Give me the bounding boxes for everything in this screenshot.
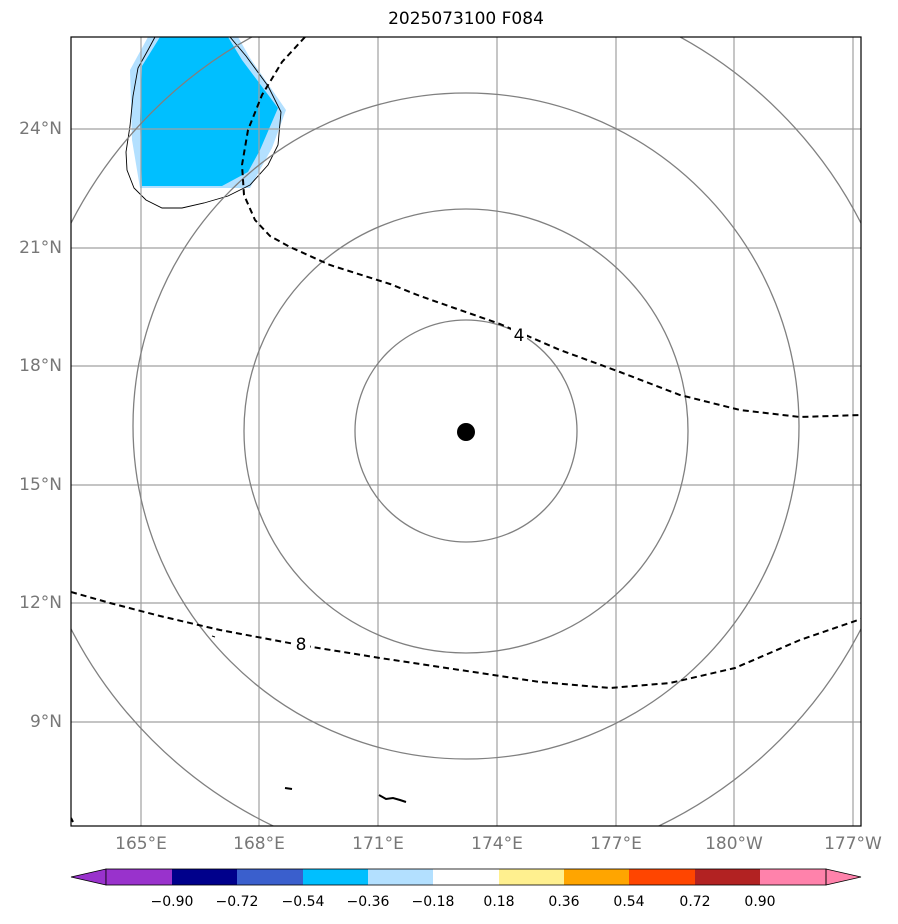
colorbar-segment <box>695 869 760 885</box>
colorbar-label: −0.36 <box>346 894 390 910</box>
range-ring <box>132 92 800 760</box>
range-ring <box>354 319 578 543</box>
shaded-region-dark <box>140 37 278 186</box>
map-title: 2025073100 F084 <box>388 9 544 29</box>
map-frame <box>70 36 862 827</box>
island-outline <box>211 635 216 638</box>
colorbar-segment <box>106 869 172 885</box>
colorbar-extend-min <box>70 868 107 886</box>
colorbar-label: 0.54 <box>613 894 645 910</box>
contour-line-8 <box>71 591 861 690</box>
lon-tick-label: 177°E <box>590 834 642 854</box>
lat-tick-label: 15°N <box>19 475 62 495</box>
colorbar-segment <box>303 869 368 885</box>
colorbar-label: 0.72 <box>679 894 711 910</box>
lat-tick-label: 21°N <box>19 238 62 258</box>
storm-center-marker <box>457 423 475 441</box>
colorbar-segment <box>564 869 629 885</box>
colorbar-segment <box>629 869 695 885</box>
colorbar-label: −0.72 <box>215 894 259 910</box>
island-outline <box>378 794 407 803</box>
colorbar-label: −0.54 <box>281 894 325 910</box>
colorbar-extend-max <box>825 868 862 886</box>
colorbar-label: 0.36 <box>548 894 580 910</box>
lat-tick-label: 12°N <box>19 593 62 613</box>
colorbar <box>70 868 862 886</box>
colorbar-segment <box>368 869 433 885</box>
colorbar-segment <box>499 869 564 885</box>
lon-tick-label: 177°W <box>824 834 882 854</box>
range-ring <box>243 208 689 654</box>
lat-tick-label: 24°N <box>19 119 62 139</box>
lon-tick-label: 174°E <box>471 834 523 854</box>
colorbar-segment <box>433 869 499 885</box>
lat-tick-label: 9°N <box>29 712 62 732</box>
colorbar-label: 0.90 <box>744 894 776 910</box>
colorbar-segment <box>237 869 303 885</box>
coastline <box>125 37 282 209</box>
colorbar-segment <box>172 869 237 885</box>
lon-tick-label: 180°W <box>705 834 763 854</box>
contour-line-4 <box>240 37 861 419</box>
island-outline <box>284 787 293 790</box>
colorbar-segment <box>760 869 826 885</box>
lon-tick-label: 171°E <box>352 834 404 854</box>
colorbar-label: −0.18 <box>411 894 455 910</box>
colorbar-label: 0.18 <box>483 894 515 910</box>
contour-label-8: 8 <box>296 635 307 655</box>
contour-label-4: 4 <box>514 326 525 346</box>
range-rings <box>71 37 861 826</box>
lat-tick-label: 18°N <box>19 356 62 376</box>
colorbar-label: −0.90 <box>150 894 194 910</box>
lon-tick-label: 168°E <box>233 834 285 854</box>
gridlines <box>71 37 861 826</box>
lon-tick-label: 165°E <box>115 834 167 854</box>
